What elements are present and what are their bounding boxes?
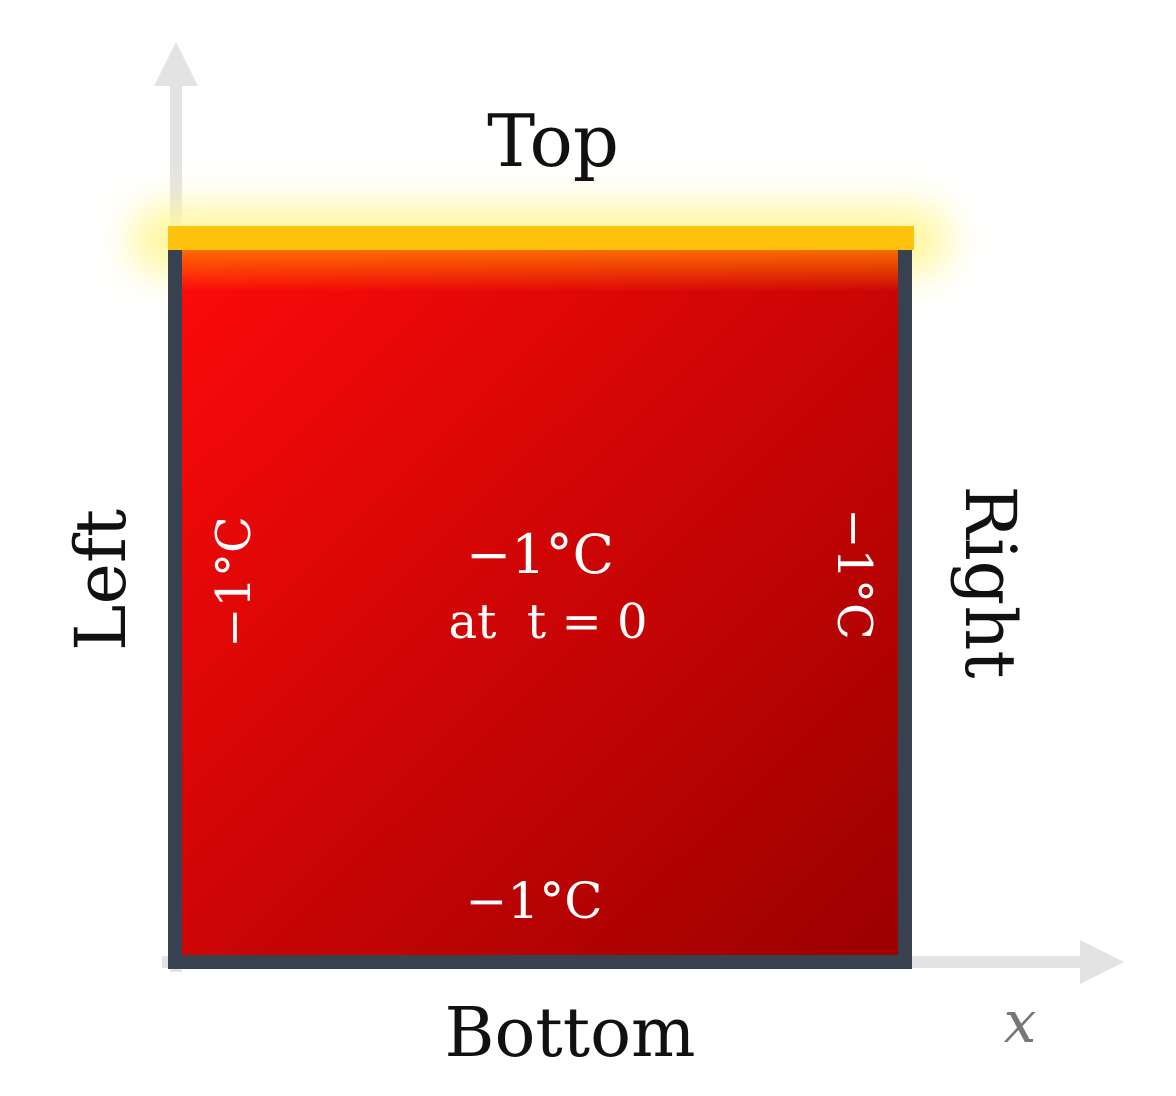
bottom-temperature: −1°C — [466, 872, 603, 930]
left-temperature: −1°C — [206, 516, 262, 647]
y-axis-arrowhead — [154, 42, 198, 86]
right-temperature: −1°C — [826, 508, 882, 639]
bottom-label: Bottom — [445, 994, 696, 1073]
x-axis-label: x — [1004, 988, 1037, 1056]
x-axis-arrowhead — [1080, 940, 1124, 984]
heated-region-gradient — [182, 246, 898, 292]
plate — [168, 233, 912, 969]
left-label: Left — [60, 509, 142, 651]
right-label: Right — [949, 485, 1031, 678]
top-label: Top — [487, 99, 619, 183]
heated-top-edge — [168, 226, 914, 250]
center-temperature: −1°C — [466, 523, 614, 586]
center-time-label: at t = 0 — [449, 594, 648, 650]
